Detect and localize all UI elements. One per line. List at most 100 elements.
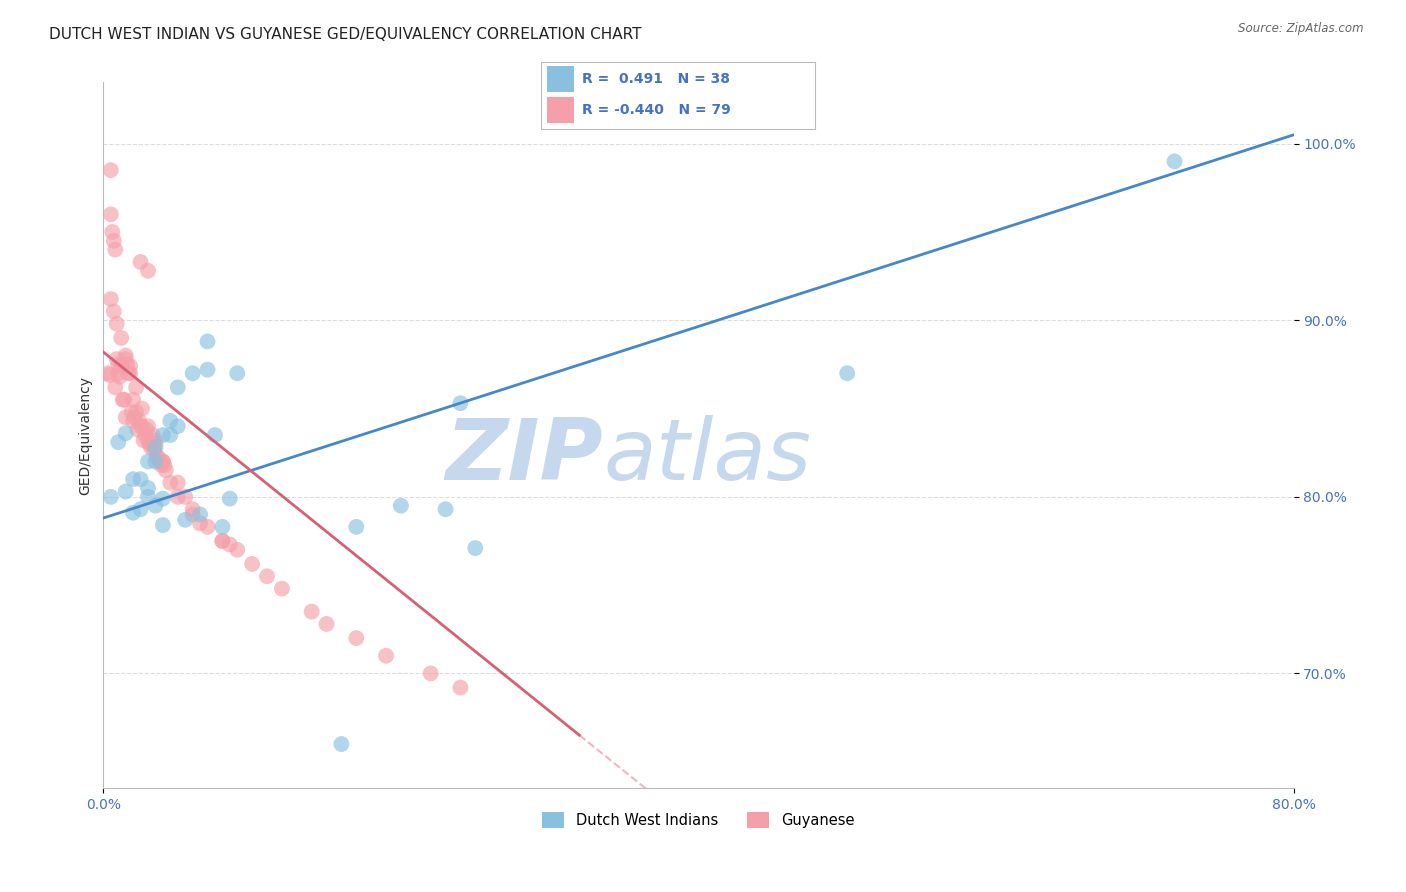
Point	[122, 414, 145, 428]
Point	[110, 331, 132, 345]
Point	[188, 508, 211, 522]
Point	[218, 537, 240, 551]
Point	[136, 434, 159, 448]
Point	[449, 681, 471, 695]
Point	[104, 380, 127, 394]
Point	[159, 414, 181, 428]
Point	[129, 502, 152, 516]
Point	[145, 454, 167, 468]
Point	[148, 450, 170, 465]
Point	[125, 380, 148, 394]
Point	[449, 396, 471, 410]
Point	[98, 368, 121, 382]
Point	[132, 434, 155, 448]
Point	[120, 359, 142, 374]
Point	[197, 334, 219, 349]
Bar	[547, 67, 574, 92]
Point	[107, 358, 129, 372]
Point	[152, 454, 174, 468]
Point	[270, 582, 292, 596]
Point	[141, 428, 163, 442]
Point	[143, 442, 166, 457]
Point	[104, 243, 127, 257]
Point	[152, 428, 174, 442]
Point	[110, 359, 132, 374]
Point	[108, 369, 131, 384]
Point	[114, 349, 136, 363]
Point	[145, 499, 167, 513]
Point	[152, 518, 174, 533]
Point	[837, 366, 859, 380]
Point	[100, 207, 122, 221]
Point	[112, 392, 135, 407]
Point	[136, 490, 159, 504]
Text: atlas: atlas	[603, 415, 811, 498]
Point	[115, 358, 138, 372]
Point	[131, 419, 153, 434]
Point	[152, 491, 174, 506]
Point	[240, 557, 263, 571]
Point	[174, 490, 197, 504]
Point	[100, 292, 122, 306]
Point	[127, 423, 149, 437]
Point	[146, 449, 169, 463]
Point	[138, 437, 160, 451]
Text: R = -0.440   N = 79: R = -0.440 N = 79	[582, 103, 731, 117]
Point	[136, 264, 159, 278]
Point	[211, 533, 233, 548]
Point	[181, 508, 204, 522]
Point	[114, 410, 136, 425]
Point	[159, 475, 181, 490]
Text: ZIP: ZIP	[446, 415, 603, 498]
Point	[188, 516, 211, 531]
Point	[129, 472, 152, 486]
Point	[211, 520, 233, 534]
Point	[121, 405, 143, 419]
Point	[139, 441, 162, 455]
Point	[464, 541, 486, 555]
Point	[389, 499, 412, 513]
Point	[256, 569, 278, 583]
Point	[103, 234, 125, 248]
Point	[204, 428, 226, 442]
Point	[120, 366, 142, 380]
Point	[105, 317, 128, 331]
Point	[114, 426, 136, 441]
Point	[136, 419, 159, 434]
Point	[103, 304, 125, 318]
Point	[107, 435, 129, 450]
Point	[197, 520, 219, 534]
Point	[344, 520, 367, 534]
Point	[197, 362, 219, 376]
Point	[114, 352, 136, 367]
Point	[128, 414, 150, 428]
Point	[152, 454, 174, 468]
Point	[100, 163, 122, 178]
Point	[145, 441, 167, 455]
Point	[181, 502, 204, 516]
Point	[149, 454, 172, 468]
Point	[136, 481, 159, 495]
Point	[118, 366, 141, 380]
Point	[166, 490, 188, 504]
Point	[136, 454, 159, 468]
Point	[344, 631, 367, 645]
Point	[107, 366, 129, 380]
Point	[419, 666, 441, 681]
Point	[166, 475, 188, 490]
Text: R =  0.491   N = 38: R = 0.491 N = 38	[582, 72, 731, 87]
Point	[129, 419, 152, 434]
Point	[105, 352, 128, 367]
Point	[145, 437, 167, 451]
Point	[150, 458, 173, 472]
Point	[211, 533, 233, 548]
Point	[434, 502, 457, 516]
Point	[315, 617, 337, 632]
Point	[153, 458, 176, 472]
Point	[226, 366, 249, 380]
Point	[124, 410, 146, 425]
Point	[174, 513, 197, 527]
Legend: Dutch West Indians, Guyanese: Dutch West Indians, Guyanese	[537, 806, 860, 834]
Point	[111, 392, 134, 407]
Point	[129, 255, 152, 269]
